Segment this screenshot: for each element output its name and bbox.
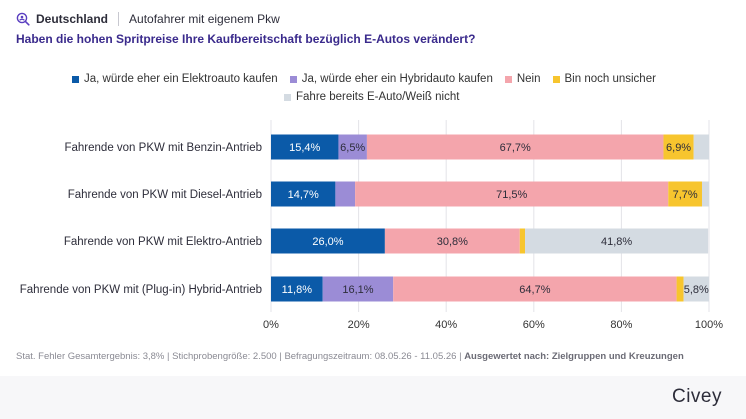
chart-title: Haben die hohen Spritpreise Ihre Kaufber… — [16, 32, 476, 46]
bar-segment — [683, 276, 709, 302]
bar-segment — [335, 181, 356, 207]
legend-swatch — [284, 93, 291, 101]
legend-row-2: Fahre bereits E-Auto/Weiß nicht — [72, 88, 712, 106]
bar-segment — [355, 181, 669, 207]
legend-label: Ja, würde eher ein Elektroauto kaufen — [84, 73, 278, 85]
bar-segment — [676, 276, 684, 302]
brand-logo[interactable]: Civey — [671, 386, 722, 407]
legend-label: Fahre bereits E-Auto/Weiß nicht — [296, 91, 460, 103]
chart-legend: Ja, würde eher ein Elektroauto kaufen Ja… — [72, 70, 712, 106]
x-tick-label: 20% — [348, 319, 370, 331]
legend-label: Nein — [516, 73, 541, 85]
bar-segment — [663, 134, 694, 160]
data-label: 41,8% — [601, 236, 632, 248]
bar-segment — [519, 228, 526, 254]
legend-swatch — [504, 75, 512, 83]
data-label: 16,1% — [342, 284, 373, 296]
legend-item[interactable]: Bin noch unsicher — [552, 73, 656, 85]
panel-label: Autofahrer mit eigenem Pkw — [129, 12, 280, 26]
footer-stats: Stat. Fehler Gesamtergebnis: 3,8% | Stic… — [16, 351, 465, 362]
bar-segment — [693, 134, 709, 160]
data-label: 15,4% — [289, 142, 320, 154]
footer-band — [0, 376, 746, 419]
bar-segment — [271, 181, 336, 207]
bar-segment — [525, 228, 709, 254]
legend-item[interactable]: Nein — [504, 73, 541, 85]
header-divider — [118, 12, 120, 26]
category-label: Fahrende von PKW mit Elektro-Antrieb — [64, 236, 262, 248]
bar-segment — [701, 181, 709, 207]
bar-segment — [322, 276, 394, 302]
x-tick-label: 60% — [523, 319, 545, 331]
legend-item[interactable]: Fahre bereits E-Auto/Weiß nicht — [284, 91, 459, 103]
x-tick-label: 40% — [435, 319, 457, 331]
data-label: 11,8% — [282, 284, 313, 296]
bar-segment — [393, 276, 677, 302]
data-label: 71,5% — [496, 189, 527, 201]
x-tick-label: 100% — [695, 319, 723, 331]
bar-segment — [271, 228, 385, 254]
category-label: Fahrende von PKW mit Benzin-Antrieb — [64, 142, 262, 154]
legend-item[interactable]: Ja, würde eher ein Hybridauto kaufen — [289, 73, 493, 85]
chart-footer: Stat. Fehler Gesamtergebnis: 3,8% | Stic… — [16, 351, 684, 362]
country-label: Deutschland — [36, 12, 109, 26]
data-label: 67,7% — [500, 142, 531, 154]
bar-segment — [271, 134, 339, 160]
legend-swatch — [552, 75, 560, 83]
data-label: 64,7% — [519, 284, 550, 296]
bar-segment — [366, 134, 664, 160]
data-label: 14,7% — [288, 189, 319, 201]
legend-row-1: Ja, würde eher ein Elektroauto kaufen Ja… — [72, 70, 712, 88]
search-people-icon — [16, 12, 30, 26]
x-tick-label: 80% — [610, 319, 632, 331]
bar-segment — [271, 276, 323, 302]
legend-item[interactable]: Ja, würde eher ein Elektroauto kaufen — [72, 73, 278, 85]
bar-segment — [384, 228, 520, 254]
chart-header: Deutschland Autofahrer mit eigenem Pkw — [16, 10, 280, 28]
category-label: Fahrende von PKW mit (Plug-in) Hybrid-An… — [20, 284, 262, 296]
x-tick-label: 0% — [263, 319, 279, 331]
data-label: 5,8% — [684, 284, 709, 296]
data-label: 26,0% — [312, 236, 343, 248]
legend-label: Ja, würde eher ein Hybridauto kaufen — [301, 73, 493, 85]
data-label: 6,5% — [340, 142, 365, 154]
data-label: 7,7% — [673, 189, 698, 201]
footer-evaluated: Ausgewertet nach: Zielgruppen und Kreuzu… — [464, 351, 684, 362]
data-label: 30,8% — [437, 236, 468, 248]
legend-swatch — [72, 75, 79, 83]
bar-segment — [338, 134, 367, 160]
category-label: Fahrende von PKW mit Diesel-Antrieb — [68, 189, 262, 201]
data-label: 6,9% — [666, 142, 691, 154]
legend-swatch — [289, 75, 297, 83]
legend-label: Bin noch unsicher — [564, 73, 656, 85]
bar-segment — [668, 181, 702, 207]
